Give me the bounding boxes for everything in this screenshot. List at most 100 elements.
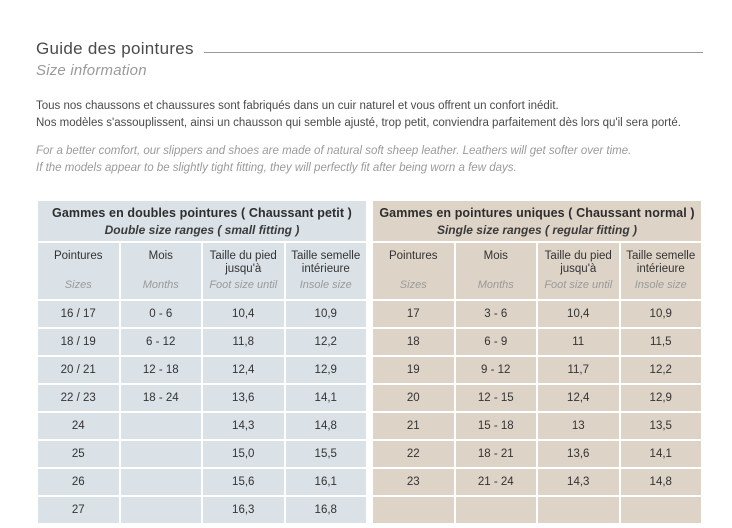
table-cell: 18 - 24 bbox=[120, 385, 201, 411]
column-header-en: Foot size until bbox=[544, 279, 613, 291]
table-cell: 22 bbox=[373, 441, 454, 467]
column-header-months: Mois Months bbox=[455, 243, 536, 299]
table-row: 20 / 21 12 - 18 12,4 12,9 bbox=[38, 357, 366, 383]
table-cell bbox=[538, 497, 619, 523]
column-header-fr: Taille du pied jusqu'à bbox=[209, 250, 277, 275]
table-cell: 10,4 bbox=[203, 301, 284, 327]
column-header-foot-size: Taille du pied jusqu'à Foot size until bbox=[538, 243, 619, 299]
table-cell: 21 bbox=[373, 413, 454, 439]
table-cell: 12,2 bbox=[620, 357, 701, 383]
table-cell: 14,8 bbox=[620, 469, 701, 495]
table-cell: 15,5 bbox=[285, 441, 366, 467]
table-cell: 0 - 6 bbox=[120, 301, 201, 327]
table-cell: 14,8 bbox=[285, 413, 366, 439]
page-header: Guide des pointures bbox=[36, 39, 703, 59]
table-cell: 18 / 19 bbox=[38, 329, 119, 355]
column-header-fr: Taille semelle intérieure bbox=[626, 250, 696, 275]
table-cell: 11,8 bbox=[203, 329, 284, 355]
table-cell bbox=[120, 413, 201, 439]
table-row: 22 / 23 18 - 24 13,6 14,1 bbox=[38, 385, 366, 411]
column-header-fr: Taille semelle intérieure bbox=[291, 250, 361, 275]
table-cell: 20 bbox=[373, 385, 454, 411]
table-cell: 14,3 bbox=[203, 413, 284, 439]
table-cell: 18 bbox=[373, 329, 454, 355]
table-row: 25 15,0 15,5 bbox=[38, 441, 366, 467]
table-row: 22 18 - 21 13,6 14,1 bbox=[373, 441, 701, 467]
column-header-fr: Taille du pied jusqu'à bbox=[544, 250, 612, 275]
column-header-en: Insole size bbox=[299, 279, 352, 291]
column-header-fr: Mois bbox=[483, 250, 508, 262]
column-header-en: Sizes bbox=[399, 279, 427, 291]
column-header-row: Pointures Sizes Mois Months Taille du pi… bbox=[38, 243, 366, 299]
table-cell: 12,4 bbox=[538, 385, 619, 411]
table-cell: 6 - 9 bbox=[455, 329, 536, 355]
table-cell: 12,9 bbox=[620, 385, 701, 411]
table-cell: 17 bbox=[373, 301, 454, 327]
table-cell: 15 - 18 bbox=[455, 413, 536, 439]
table-cell: 23 bbox=[373, 469, 454, 495]
table-cell: 18 - 21 bbox=[455, 441, 536, 467]
table-cell: 15,0 bbox=[203, 441, 284, 467]
table-cell: 10,9 bbox=[620, 301, 701, 327]
page-subtitle: Size information bbox=[36, 62, 147, 79]
table-cell bbox=[120, 441, 201, 467]
table-cell: 20 / 21 bbox=[38, 357, 119, 383]
table-cell: 6 - 12 bbox=[120, 329, 201, 355]
table-cell: 25 bbox=[38, 441, 119, 467]
table-cell: 12 - 18 bbox=[120, 357, 201, 383]
table-row: 24 14,3 14,8 bbox=[38, 413, 366, 439]
table-cell: 16,8 bbox=[285, 497, 366, 523]
column-header-insole-size: Taille semelle intérieure Insole size bbox=[620, 243, 701, 299]
table-cell bbox=[455, 497, 536, 523]
table-cell: 9 - 12 bbox=[455, 357, 536, 383]
title-rule-divider bbox=[203, 52, 703, 53]
intro-fr-line-2: Nos modèles s'assouplissent, ainsi un ch… bbox=[36, 117, 681, 129]
table-cell: 12,9 bbox=[285, 357, 366, 383]
column-header-en: Foot size until bbox=[209, 279, 278, 291]
column-header-en: Months bbox=[477, 279, 514, 291]
table-cell: 15,6 bbox=[203, 469, 284, 495]
table-title-band: Gammes en doubles pointures ( Chaussant … bbox=[38, 201, 366, 241]
intro-en-line-1: For a better comfort, our slippers and s… bbox=[36, 145, 632, 157]
table-row: 20 12 - 15 12,4 12,9 bbox=[373, 385, 701, 411]
table-row: 18 6 - 9 11 11,5 bbox=[373, 329, 701, 355]
table-cell: 12,2 bbox=[285, 329, 366, 355]
table-cell: 10,4 bbox=[538, 301, 619, 327]
table-cell: 14,1 bbox=[285, 385, 366, 411]
table-cell: 26 bbox=[38, 469, 119, 495]
column-header-insole-size: Taille semelle intérieure Insole size bbox=[285, 243, 366, 299]
table-cell: 19 bbox=[373, 357, 454, 383]
table-cell: 12,4 bbox=[203, 357, 284, 383]
table-cell bbox=[373, 497, 454, 523]
table-title-row: Gammes en doubles pointures ( Chaussant … bbox=[38, 201, 366, 241]
table-cell: 11 bbox=[538, 329, 619, 355]
table-cell bbox=[120, 469, 201, 495]
table-cell: 14,1 bbox=[620, 441, 701, 467]
table-cell bbox=[120, 497, 201, 523]
table-cell: 21 - 24 bbox=[455, 469, 536, 495]
column-header-fr: Mois bbox=[148, 250, 173, 262]
table-cell: 16 / 17 bbox=[38, 301, 119, 327]
table-cell: 16,1 bbox=[285, 469, 366, 495]
table-body: 17 3 - 6 10,4 10,9 18 6 - 9 11 11,5 19 9 - 12 11,7… bbox=[373, 301, 701, 523]
table-row: 19 9 - 12 11,7 12,2 bbox=[373, 357, 701, 383]
table-cell: 10,9 bbox=[285, 301, 366, 327]
column-header-fr: Pointures bbox=[388, 250, 438, 262]
table-row: 26 15,6 16,1 bbox=[38, 469, 366, 495]
table-cell: 11,5 bbox=[620, 329, 701, 355]
table-cell: 24 bbox=[38, 413, 119, 439]
table-cell bbox=[620, 497, 701, 523]
table-body: 16 / 17 0 - 6 10,4 10,9 18 / 19 6 - 12 11,8 12,… bbox=[38, 301, 366, 523]
column-header-sizes: Pointures Sizes bbox=[373, 243, 454, 299]
column-header-en: Months bbox=[142, 279, 179, 291]
size-table-double-sizes: Gammes en doubles pointures ( Chaussant … bbox=[36, 199, 368, 525]
table-row: 21 15 - 18 13 13,5 bbox=[373, 413, 701, 439]
table-cell: 11,7 bbox=[538, 357, 619, 383]
table-title-en: Single size ranges ( regular fitting ) bbox=[436, 222, 638, 237]
table-cell: 27 bbox=[38, 497, 119, 523]
page-title: Guide des pointures bbox=[36, 39, 194, 58]
table-cell: 13,6 bbox=[538, 441, 619, 467]
table-title-en: Double size ranges ( small fitting ) bbox=[104, 222, 300, 237]
column-header-en: Sizes bbox=[64, 279, 92, 291]
